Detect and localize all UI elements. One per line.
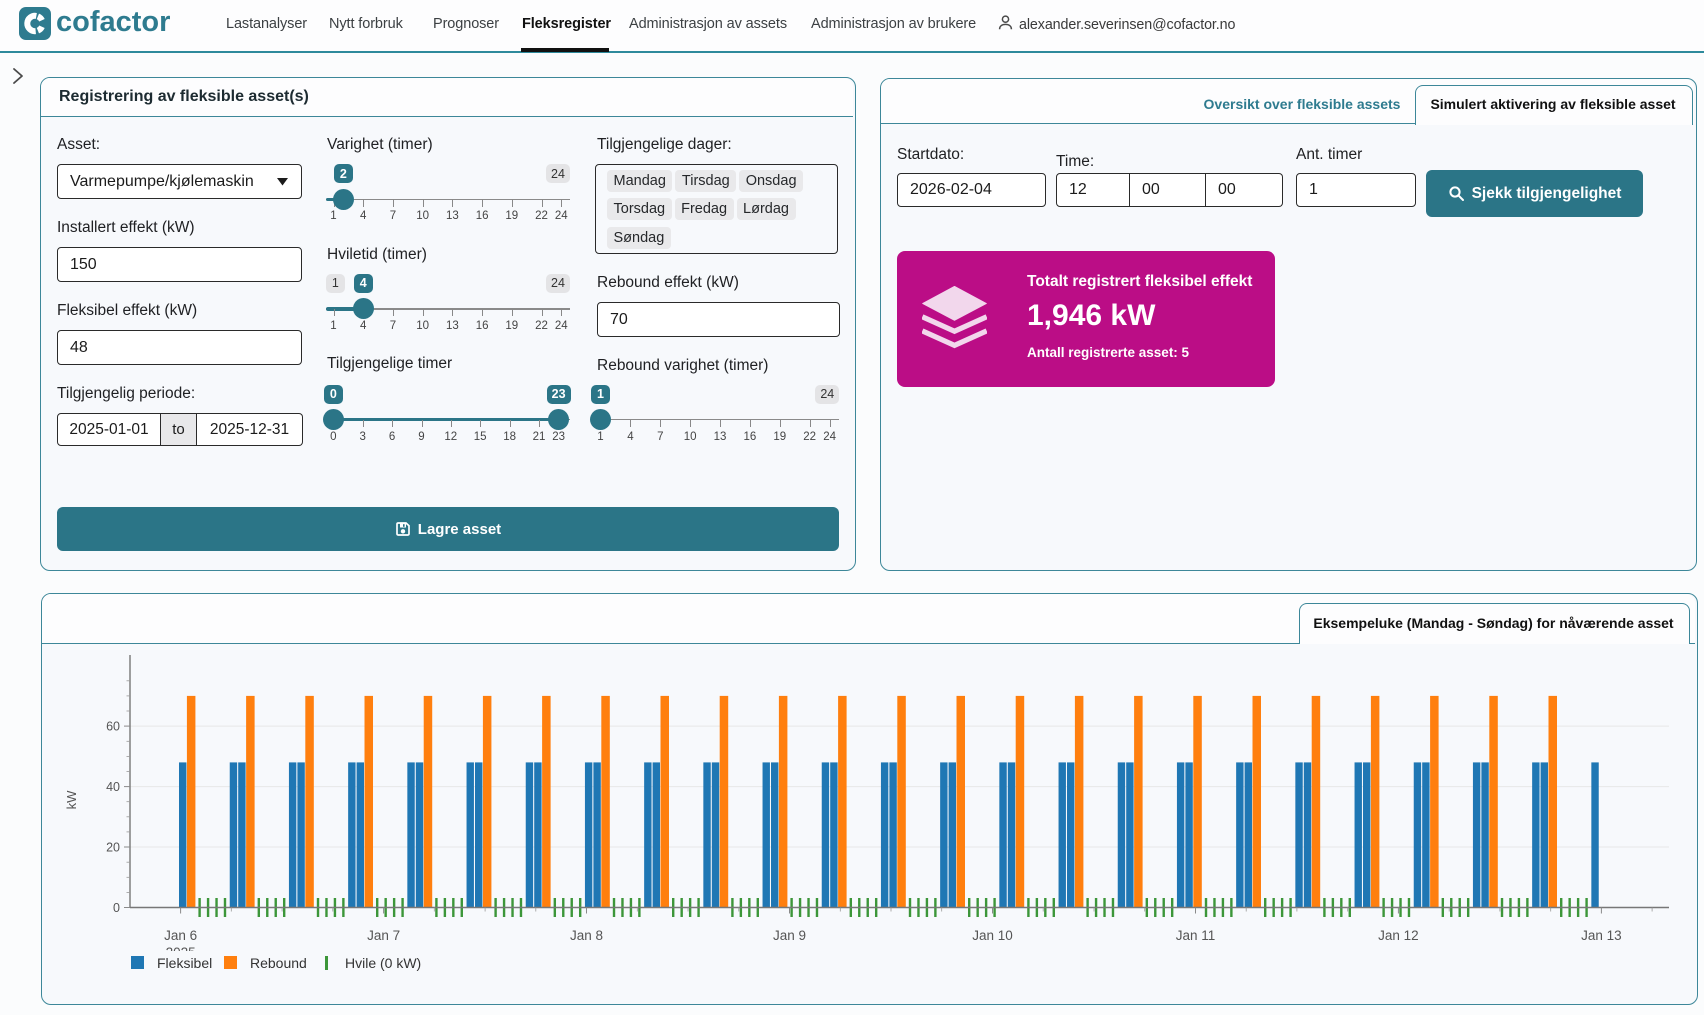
svg-text:Jan 10: Jan 10 [972, 928, 1013, 943]
svg-text:2025: 2025 [166, 945, 196, 951]
svg-text:40: 40 [106, 780, 120, 794]
svg-text:Jan 13: Jan 13 [1581, 928, 1622, 943]
svg-text:Jan 8: Jan 8 [570, 928, 603, 943]
svg-text:60: 60 [106, 720, 120, 734]
svg-text:Jan 6: Jan 6 [164, 928, 197, 943]
svg-text:0: 0 [113, 901, 120, 915]
svg-text:Jan 7: Jan 7 [367, 928, 400, 943]
svg-text:Jan 11: Jan 11 [1176, 928, 1216, 943]
svg-text:Jan 12: Jan 12 [1378, 928, 1419, 943]
svg-text:20: 20 [106, 841, 120, 855]
svg-text:kW: kW [64, 790, 79, 810]
svg-text:Jan 9: Jan 9 [773, 928, 806, 943]
